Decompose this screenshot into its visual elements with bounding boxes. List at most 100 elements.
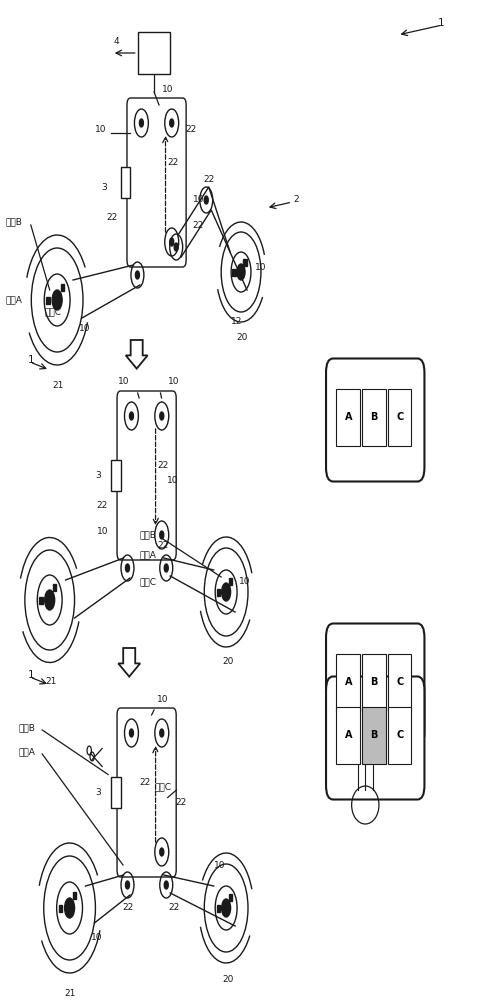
Bar (336, 654, 360, 710)
Bar (61, 284, 64, 290)
Text: 6: 6 (416, 416, 422, 424)
Text: C: C (396, 412, 403, 422)
Text: 3: 3 (95, 788, 101, 797)
Bar (388, 654, 412, 710)
Text: 22: 22 (168, 903, 180, 912)
Bar (362, 388, 386, 446)
Text: A: A (344, 677, 352, 687)
Text: 3: 3 (102, 183, 107, 192)
Circle shape (160, 848, 164, 856)
Circle shape (169, 238, 174, 246)
FancyBboxPatch shape (326, 676, 424, 800)
Text: 22: 22 (158, 461, 169, 470)
Text: 1: 1 (437, 18, 444, 28)
Text: 21: 21 (46, 678, 57, 686)
Text: 10: 10 (118, 377, 129, 386)
Text: 20: 20 (236, 332, 248, 342)
Bar (121, 167, 130, 198)
Circle shape (52, 290, 62, 310)
Polygon shape (126, 340, 148, 369)
Text: 22: 22 (193, 221, 204, 230)
Text: 10: 10 (90, 934, 102, 942)
Circle shape (222, 583, 231, 601)
Text: C: C (396, 730, 403, 740)
Circle shape (174, 243, 178, 251)
Bar (244, 258, 247, 265)
Circle shape (135, 271, 139, 279)
Circle shape (65, 898, 75, 918)
Bar (59, 904, 62, 912)
Text: 欠陥B: 欠陥B (19, 724, 36, 732)
Polygon shape (118, 648, 140, 677)
Text: 欠陥A: 欠陥A (19, 748, 36, 756)
Circle shape (129, 412, 133, 420)
Text: 10: 10 (214, 861, 225, 870)
Circle shape (237, 264, 245, 280)
Circle shape (204, 196, 208, 204)
Text: 22: 22 (107, 214, 118, 223)
Circle shape (222, 899, 231, 917)
Text: 10: 10 (79, 324, 90, 333)
Text: 10: 10 (162, 85, 173, 94)
Bar (53, 584, 57, 591)
Bar (362, 654, 386, 710)
Bar (233, 268, 236, 275)
Circle shape (126, 564, 129, 572)
FancyBboxPatch shape (326, 624, 424, 746)
Bar (39, 596, 43, 603)
Text: 20: 20 (222, 976, 234, 984)
Text: 22: 22 (96, 501, 108, 510)
Text: 21: 21 (65, 988, 76, 998)
Bar (229, 578, 232, 584)
Text: B: B (370, 730, 378, 740)
Text: 欠陥A: 欠陥A (6, 296, 23, 304)
Text: 欠陥B: 欠陥B (6, 218, 23, 227)
Text: 22: 22 (185, 125, 196, 134)
Text: 10: 10 (193, 196, 204, 205)
Text: A: A (344, 412, 352, 422)
Circle shape (126, 881, 129, 889)
Text: 欠陥A: 欠陥A (139, 550, 156, 560)
Text: 10: 10 (239, 578, 250, 586)
Text: 22: 22 (139, 778, 151, 787)
Text: 4: 4 (113, 37, 119, 46)
Text: 10: 10 (94, 125, 106, 134)
Circle shape (160, 412, 164, 420)
Text: 3: 3 (95, 471, 101, 480)
Circle shape (160, 531, 164, 539)
Text: 6: 6 (416, 734, 422, 742)
Text: B: B (370, 677, 378, 687)
Bar (229, 894, 232, 900)
Text: 1: 1 (27, 355, 34, 365)
Text: 欠陥C: 欠陥C (154, 782, 171, 792)
Text: 22: 22 (167, 158, 179, 167)
Text: 10: 10 (167, 377, 179, 386)
Text: A: A (344, 730, 352, 740)
Text: 22: 22 (158, 540, 169, 550)
Text: 欠陥C: 欠陥C (45, 308, 62, 316)
Circle shape (45, 590, 55, 610)
Bar (138, 32, 170, 74)
Circle shape (139, 119, 144, 127)
Text: 10: 10 (96, 526, 108, 536)
Circle shape (129, 729, 133, 737)
Text: 10: 10 (157, 694, 168, 704)
Bar (362, 706, 386, 764)
Bar (110, 777, 121, 808)
Text: 欠陥C: 欠陥C (139, 578, 156, 586)
Text: 6: 6 (416, 680, 422, 690)
Text: 21: 21 (52, 380, 64, 389)
Text: C: C (396, 677, 403, 687)
Bar (388, 706, 412, 764)
Text: 2: 2 (293, 196, 299, 205)
Bar (217, 588, 220, 596)
Bar (336, 388, 360, 446)
Text: 12: 12 (231, 318, 243, 326)
Text: 欠陥B: 欠陥B (139, 530, 156, 540)
Bar (336, 706, 360, 764)
Bar (73, 892, 77, 898)
Circle shape (160, 729, 164, 737)
Circle shape (164, 564, 168, 572)
Text: 1: 1 (27, 670, 34, 680)
Bar (110, 460, 121, 491)
